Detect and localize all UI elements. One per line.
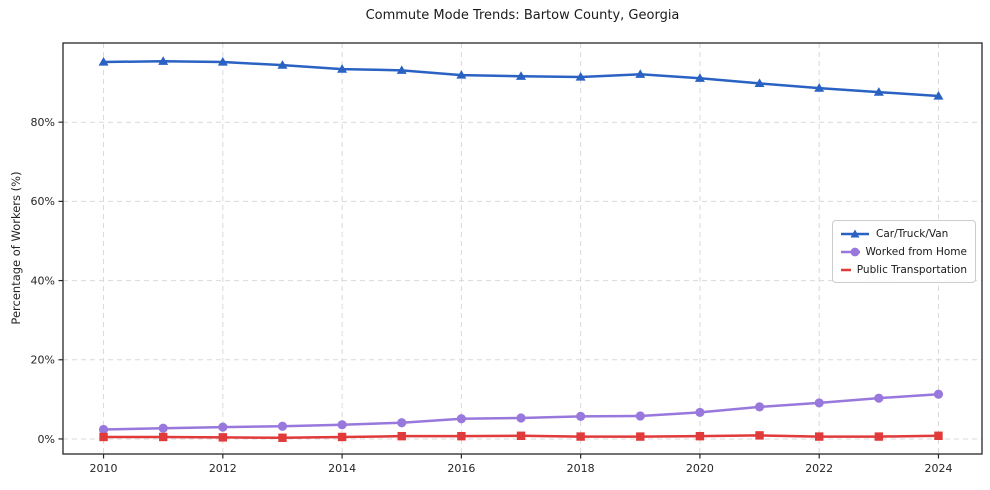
- chart-title: Commute Mode Trends: Bartow County, Geor…: [365, 8, 680, 23]
- x-tick-label: 2024: [924, 462, 952, 475]
- data-point-square: [278, 433, 287, 442]
- legend: Car/Truck/Van Worked from Home Public Tran…: [832, 220, 976, 283]
- legend-label: Car/Truck/Van: [876, 227, 949, 240]
- data-point-square: [934, 431, 943, 440]
- data-point-square: [337, 432, 347, 442]
- data-point-triangle: [814, 83, 825, 92]
- data-point-circle: [158, 423, 168, 433]
- y-tick-label: 80%: [31, 116, 55, 129]
- x-tick-label: 2010: [90, 462, 118, 475]
- data-point-triangle: [396, 65, 407, 74]
- data-point-square: [158, 432, 168, 442]
- data-point-triangle: [158, 56, 169, 65]
- data-point-square: [99, 432, 108, 442]
- legend-swatch-circle-icon: [841, 247, 860, 256]
- data-point-square: [755, 431, 764, 440]
- data-point-circle: [695, 407, 705, 418]
- data-point-triangle: [456, 70, 467, 79]
- data-point-square: [814, 432, 824, 441]
- data-point-triangle: [217, 57, 228, 66]
- data-point-square: [218, 433, 228, 442]
- legend-swatch-square-icon: [841, 268, 851, 271]
- data-point-triangle: [635, 69, 646, 78]
- y-tick-label: 60%: [31, 195, 55, 208]
- data-point-circle: [397, 418, 407, 428]
- axes-border: [62, 42, 983, 455]
- data-point-circle: [874, 393, 884, 403]
- data-point-triangle: [754, 78, 765, 87]
- data-point-triangle: [575, 72, 586, 81]
- legend-item: Car/Truck/Van: [840, 226, 967, 241]
- data-point-square: [576, 432, 585, 441]
- x-tick-label: 2014: [328, 462, 356, 475]
- x-tick-label: 2018: [567, 462, 595, 475]
- data-point-circle: [635, 411, 645, 421]
- data-point-circle: [456, 414, 466, 424]
- data-point-square: [874, 432, 884, 441]
- data-point-square: [397, 431, 406, 441]
- legend-item: Public Transportation: [840, 262, 967, 277]
- legend-label: Public Transportation: [856, 263, 967, 276]
- data-point-circle: [98, 424, 109, 435]
- data-point-triangle: [277, 60, 288, 69]
- data-point-circle: [277, 421, 288, 431]
- data-point-triangle: [873, 87, 884, 96]
- data-point-circle: [337, 420, 347, 430]
- data-point-circle: [218, 422, 228, 432]
- data-point-circle: [933, 389, 944, 399]
- legend-item: Worked from Home: [840, 244, 967, 259]
- data-point-triangle: [516, 71, 527, 80]
- data-point-circle: [516, 413, 526, 423]
- data-point-square: [457, 431, 466, 441]
- x-tick-label: 2020: [686, 462, 714, 475]
- data-point-triangle: [933, 91, 944, 100]
- x-tick-label: 2012: [209, 462, 237, 475]
- data-point-triangle: [694, 73, 705, 82]
- legend-label: Worked from Home: [865, 245, 967, 258]
- data-point-circle: [814, 398, 824, 408]
- x-tick-label: 2016: [447, 462, 475, 475]
- y-tick-label: 40%: [31, 274, 55, 287]
- series-line-circle: [102, 392, 940, 431]
- y-tick-label: 20%: [31, 354, 55, 367]
- data-point-square: [695, 431, 705, 441]
- y-tick-label: 0%: [38, 433, 55, 446]
- legend-swatch-triangle-icon: [841, 229, 869, 237]
- x-tick-label: 2022: [805, 462, 833, 475]
- data-point-circle: [754, 402, 765, 412]
- data-point-triangle: [337, 64, 348, 73]
- data-point-triangle: [98, 57, 109, 66]
- data-point-square: [636, 432, 645, 441]
- data-point-circle: [576, 411, 586, 421]
- data-point-square: [516, 431, 526, 440]
